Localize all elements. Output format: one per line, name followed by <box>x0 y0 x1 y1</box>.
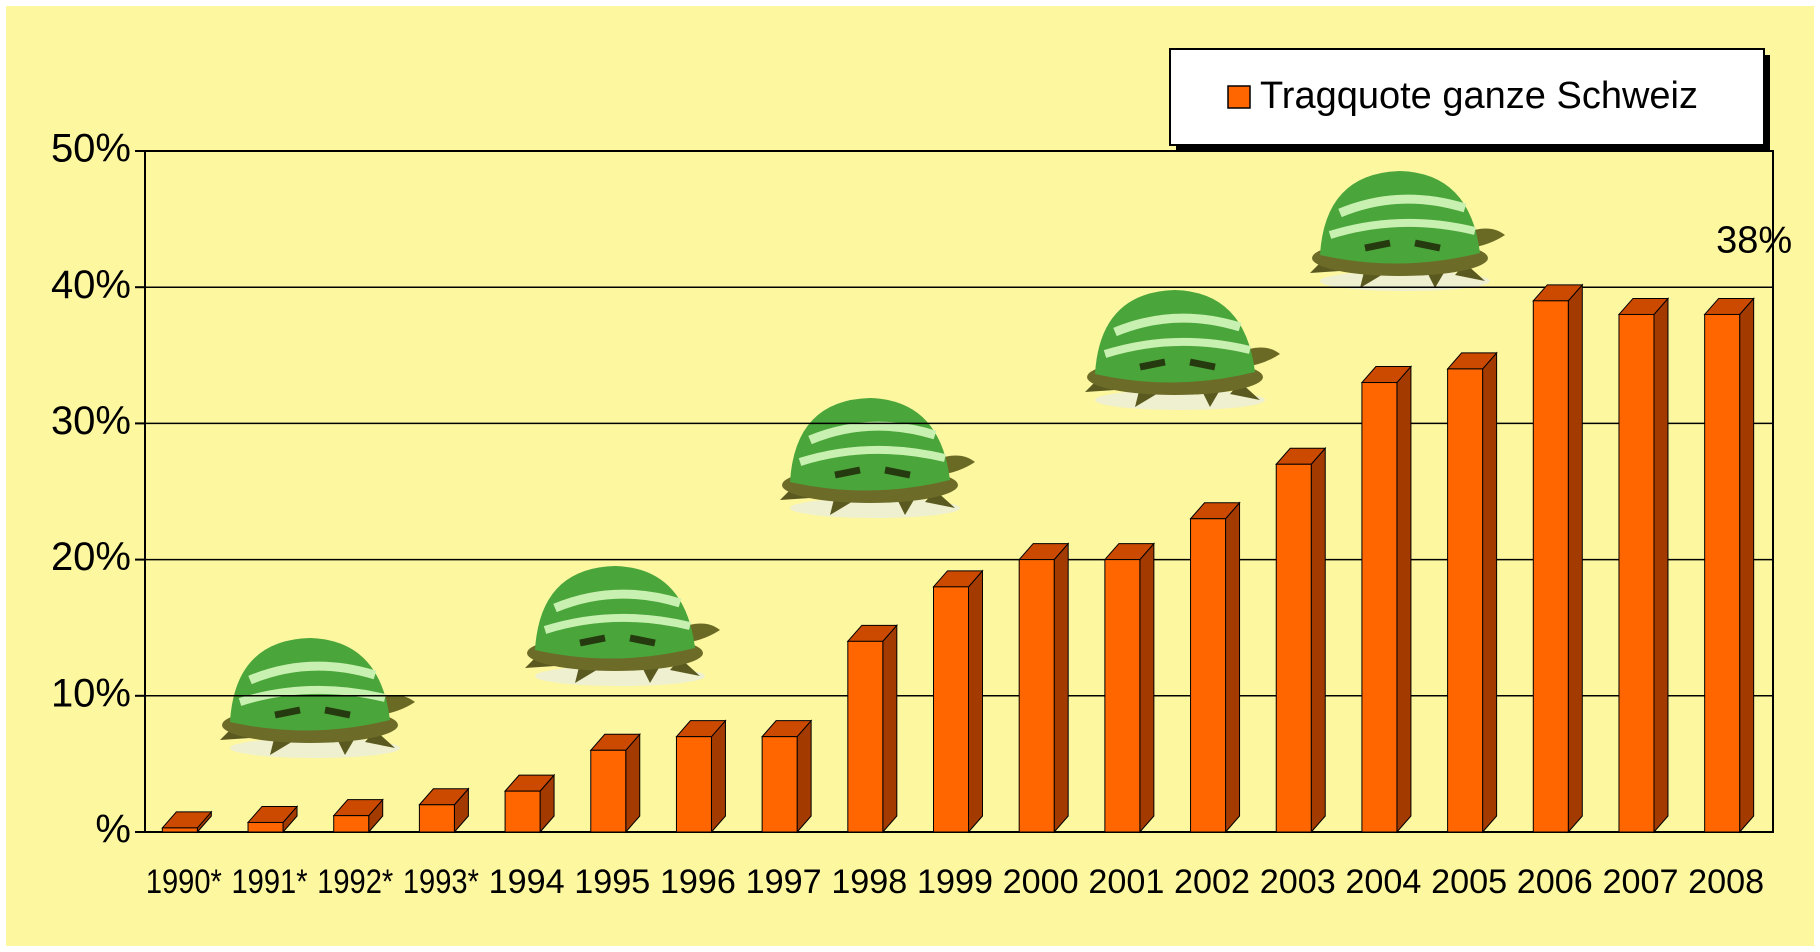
bar <box>247 821 284 833</box>
bar-group <box>418 787 470 834</box>
bar-group <box>246 805 299 834</box>
x-tick-label: 2002 <box>1174 863 1250 901</box>
bar-side <box>1739 297 1755 834</box>
legend-label: Tragquote ganze Schweiz <box>1260 75 1698 117</box>
bar-side <box>1139 542 1155 834</box>
bar <box>1447 368 1484 833</box>
bar-group <box>675 719 727 834</box>
x-tick-label: 2005 <box>1431 863 1507 901</box>
bar-group <box>503 773 556 834</box>
bar-group <box>1446 351 1498 834</box>
y-tick-label: 30% <box>51 399 131 443</box>
x-tick-label: 2008 <box>1688 863 1764 901</box>
bar <box>1190 518 1227 833</box>
bar <box>933 586 969 833</box>
bar <box>1361 382 1398 833</box>
bar <box>675 736 712 833</box>
bar <box>1704 313 1741 833</box>
bar <box>761 736 798 833</box>
bar-group <box>332 798 384 834</box>
bar <box>1618 313 1655 833</box>
bar-group <box>1532 283 1584 834</box>
bar-side <box>625 732 641 834</box>
bar <box>847 640 884 833</box>
bar-group <box>932 569 984 834</box>
bar-side <box>796 719 812 834</box>
legend: Tragquote ganze Schweiz <box>1169 48 1770 151</box>
bar <box>161 827 198 833</box>
bar-side <box>882 623 898 834</box>
x-tick-label: 1996 <box>660 863 736 901</box>
bar-group <box>846 623 898 834</box>
bar <box>418 804 455 833</box>
bar-group <box>161 810 213 834</box>
bar <box>1018 559 1055 833</box>
x-tick-label: 2003 <box>1260 863 1336 901</box>
bar-group <box>1103 542 1155 834</box>
bar <box>590 749 627 833</box>
bar-side <box>1310 446 1326 834</box>
bar-side <box>968 569 983 834</box>
bar-group <box>1703 297 1755 834</box>
y-tick-label: 20% <box>51 535 131 579</box>
bar-side <box>1653 297 1669 834</box>
bar-side <box>1482 351 1498 834</box>
legend-box <box>1169 48 1765 146</box>
y-tick-label: 40% <box>51 263 131 307</box>
x-tick-label: 1995 <box>574 863 650 901</box>
bar-group <box>1275 446 1327 834</box>
x-tick-label: 2006 <box>1517 863 1593 901</box>
bar <box>1275 463 1312 833</box>
x-tick-label: 1998 <box>831 863 907 901</box>
bar <box>504 790 541 833</box>
bar <box>1104 559 1141 833</box>
legend-swatch <box>1227 85 1251 109</box>
bar-side <box>710 719 726 834</box>
bar-group <box>1018 542 1070 834</box>
y-tick-label: 50% <box>51 127 131 171</box>
bar-group <box>589 732 641 834</box>
data-label: 38% <box>1716 219 1792 261</box>
x-tick-label: 2001 <box>1088 863 1164 901</box>
bar <box>333 815 370 833</box>
bar-side <box>1225 501 1241 834</box>
bar-group <box>1617 297 1670 834</box>
bar-group <box>761 719 813 834</box>
x-tick-label: 1991* <box>232 863 308 901</box>
bar <box>1532 300 1569 833</box>
bar-side <box>1053 542 1069 834</box>
plot: % 10% 20% 30% 40% 50% 1990* 1991* 1992* 1993* 1994… <box>51 127 1792 901</box>
y-tick-label: % <box>95 808 131 852</box>
x-tick-label: 2000 <box>1003 863 1079 901</box>
bar-group <box>1360 365 1413 834</box>
x-tick-label: 1993* <box>403 863 479 901</box>
x-tick-label: 2004 <box>1345 863 1421 901</box>
x-tick-label: 1994 <box>489 863 565 901</box>
x-tick-label: 1990* <box>146 863 222 901</box>
bar-group <box>1189 501 1241 834</box>
x-tick-label: 1997 <box>746 863 822 901</box>
bar-side <box>1567 283 1583 834</box>
x-tick-label: 1992* <box>317 863 393 901</box>
x-tick-label: 2007 <box>1602 863 1678 901</box>
y-tick-label: 10% <box>51 671 131 715</box>
bar-side <box>1396 365 1412 834</box>
x-tick-label: 1999 <box>917 863 993 901</box>
